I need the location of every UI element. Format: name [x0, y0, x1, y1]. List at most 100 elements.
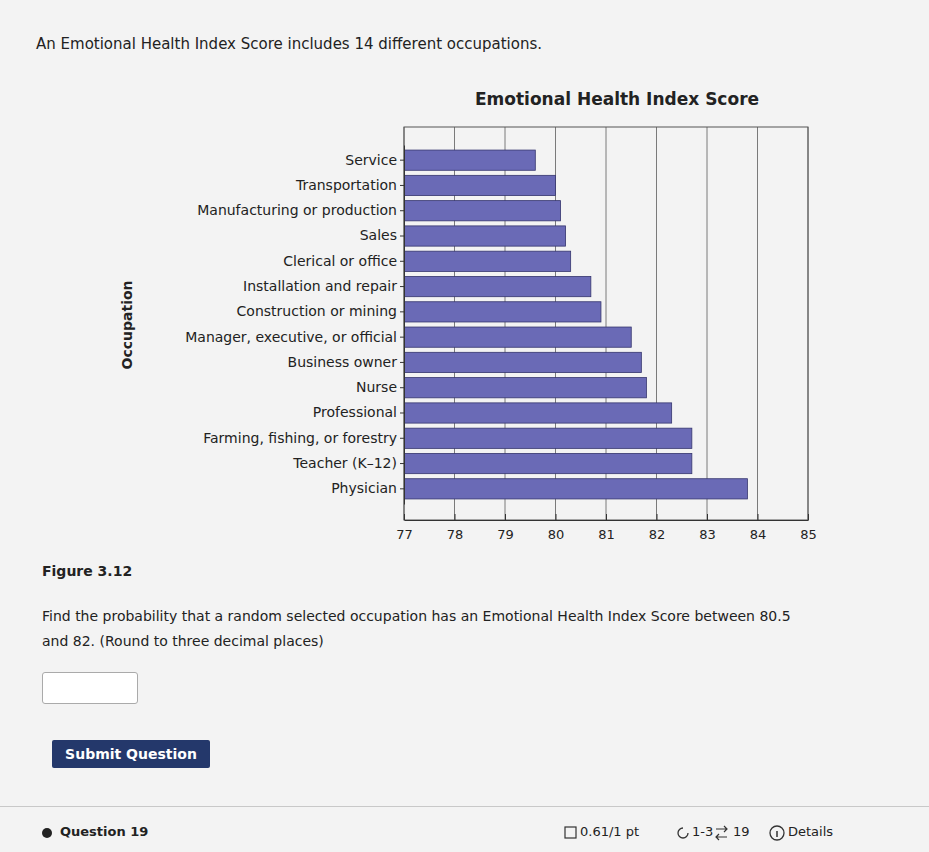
- x-tick-mark: [707, 514, 708, 520]
- y-tick-label: Clerical or office: [283, 253, 397, 269]
- grid-line: [707, 127, 708, 520]
- y-tick: Manager, executive, or official: [185, 329, 404, 345]
- details-icon-mark: [776, 831, 778, 837]
- details-icon: [770, 826, 784, 840]
- x-axis-line: [405, 520, 809, 521]
- x-tick: 81: [598, 514, 615, 542]
- submissions-icon: [716, 826, 727, 840]
- bar: [404, 175, 556, 195]
- bar: [404, 302, 601, 322]
- score-text: 0.61/1 pt: [580, 824, 639, 839]
- y-tick-label: Manufacturing or production: [197, 202, 397, 218]
- x-tick: 84: [750, 514, 767, 542]
- y-tick-label: Service: [345, 152, 397, 168]
- y-tick-label: Nurse: [356, 379, 397, 395]
- y-tick-label: Professional: [313, 404, 397, 420]
- y-axis-line: [404, 146, 405, 505]
- bar: [404, 352, 641, 372]
- bar: [404, 201, 561, 221]
- y-tick-label: Business owner: [288, 354, 398, 370]
- grid-line: [757, 127, 758, 520]
- y-tick-label: Construction or mining: [237, 303, 397, 319]
- y-tick: Clerical or office: [283, 253, 404, 269]
- question-bullet: [42, 828, 52, 838]
- bar: [404, 428, 692, 448]
- answer-input[interactable]: [42, 672, 138, 704]
- y-tick: Physician: [331, 480, 404, 496]
- y-tick-mark: [400, 362, 404, 363]
- y-tick-mark: [400, 261, 404, 262]
- header-text: An Emotional Health Index Score includes…: [36, 35, 542, 53]
- submit-button[interactable]: Submit Question: [52, 740, 210, 768]
- details-link[interactable]: Details: [788, 824, 833, 839]
- y-tick-mark: [400, 463, 404, 464]
- x-tick-label: 83: [699, 527, 716, 542]
- y-tick-mark: [400, 286, 404, 287]
- y-tick: Transportation: [295, 177, 404, 193]
- x-tick-mark: [505, 514, 506, 520]
- y-tick: Business owner: [288, 354, 404, 370]
- y-axis-title: Occupation: [119, 280, 135, 369]
- y-tick: Sales: [360, 227, 404, 243]
- y-tick-label: Teacher (K–12): [292, 455, 397, 471]
- x-tick-label: 81: [598, 527, 615, 542]
- x-tick: 85: [800, 514, 817, 542]
- x-tick-mark: [455, 514, 456, 520]
- y-tick-mark: [400, 412, 404, 413]
- y-tick: Farming, fishing, or forestry: [203, 430, 404, 446]
- bar: [404, 251, 571, 271]
- bar: [404, 327, 631, 347]
- bar: [404, 479, 747, 499]
- x-axis: 77 78 79 80 81 82 83 84 85: [396, 514, 817, 542]
- x-tick: 77: [396, 514, 413, 542]
- y-tick-mark: [400, 488, 404, 489]
- question-line: and 82. (Round to three decimal places): [42, 633, 324, 649]
- y-tick-label: Manager, executive, or official: [185, 329, 397, 345]
- bar: [404, 453, 692, 473]
- y-tick: Installation and repair: [243, 278, 404, 294]
- x-tick-label: 82: [649, 527, 666, 542]
- divider: [0, 806, 929, 807]
- x-tick: 78: [447, 514, 464, 542]
- attempts-text: 1-3: [692, 824, 713, 839]
- grid: [404, 127, 808, 520]
- y-tick: Construction or mining: [237, 303, 404, 319]
- chart-title: Emotional Health Index Score: [475, 89, 759, 109]
- bar: [404, 276, 591, 296]
- x-tick-mark: [556, 514, 557, 520]
- y-tick-mark: [400, 438, 404, 439]
- y-tick-label: Physician: [331, 480, 397, 496]
- bar: [404, 150, 535, 170]
- bars: [404, 150, 747, 499]
- y-axis: Service Transportation Manufacturing or pr…: [185, 146, 404, 505]
- x-tick-mark: [657, 514, 658, 520]
- y-tick-label: Farming, fishing, or forestry: [203, 430, 397, 446]
- y-tick-label: Transportation: [295, 177, 397, 193]
- question-line: Find the probability that a random selec…: [42, 608, 791, 624]
- retry-icon: [678, 828, 688, 838]
- y-tick-mark: [400, 236, 404, 237]
- y-tick-mark: [400, 337, 404, 338]
- x-tick-mark: [758, 514, 759, 520]
- y-tick: Nurse: [356, 379, 404, 395]
- score-icon: [565, 827, 576, 838]
- y-tick-mark: [400, 160, 404, 161]
- x-tick-label: 80: [548, 527, 565, 542]
- x-tick-label: 78: [447, 527, 464, 542]
- y-tick: Professional: [313, 404, 404, 420]
- x-tick-mark: [808, 514, 809, 520]
- bar: [404, 226, 566, 246]
- x-tick: 79: [497, 514, 514, 542]
- y-tick-label: Sales: [360, 227, 397, 243]
- x-tick: 83: [699, 514, 716, 542]
- x-tick-label: 84: [750, 527, 767, 542]
- y-tick-mark: [400, 185, 404, 186]
- y-tick: Manufacturing or production: [197, 202, 404, 218]
- submissions-text: 19: [733, 824, 750, 839]
- x-tick-label: 85: [800, 527, 817, 542]
- x-tick-label: 77: [396, 527, 413, 542]
- y-tick: Service: [345, 152, 404, 168]
- question-number: Question 19: [60, 824, 148, 839]
- bar: [404, 403, 672, 423]
- y-tick-mark: [400, 210, 404, 211]
